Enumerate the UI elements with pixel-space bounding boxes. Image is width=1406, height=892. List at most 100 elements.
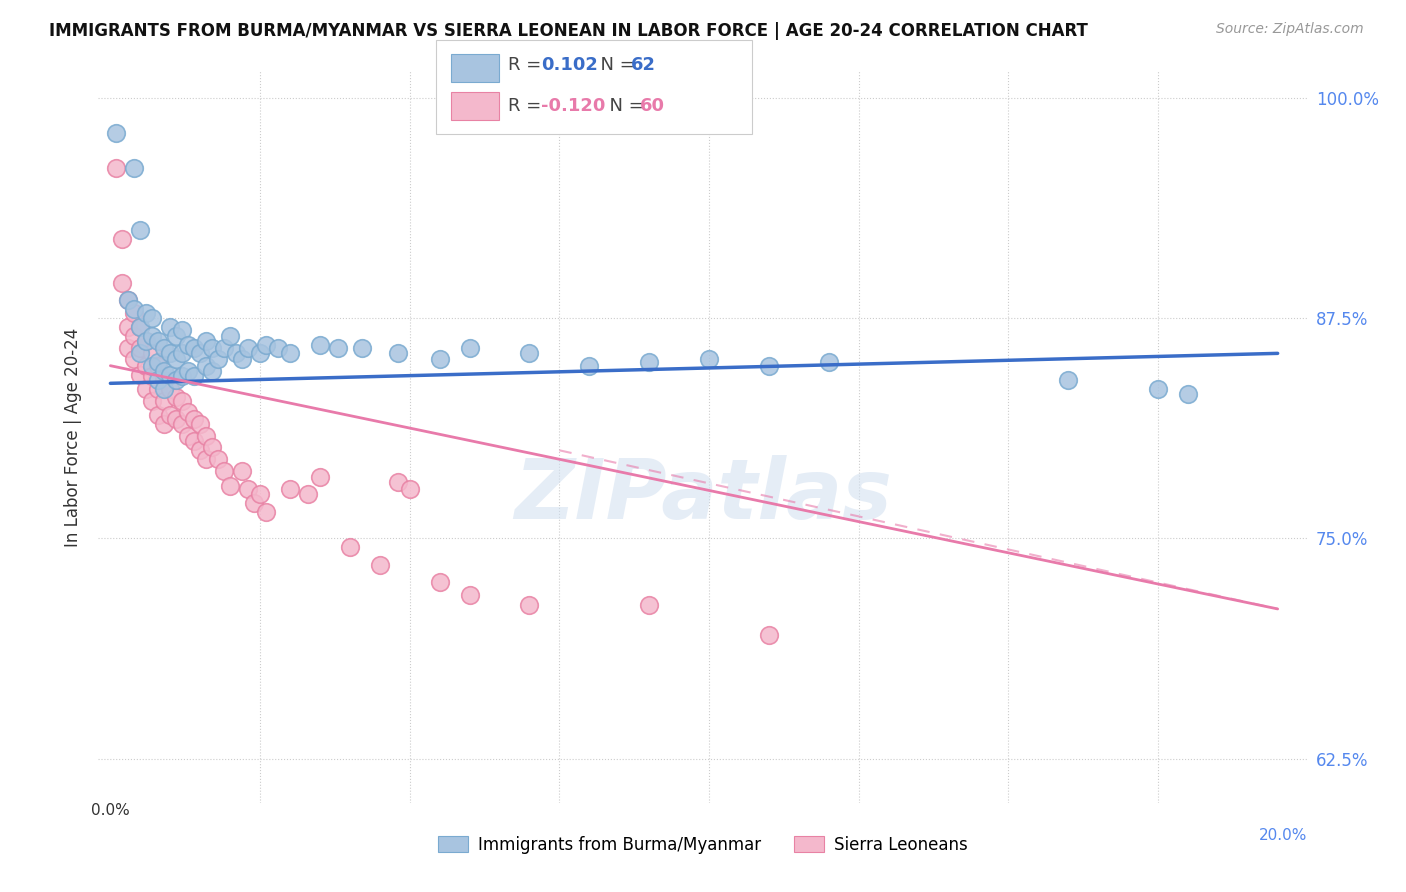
Point (350, 341, 373, 355)
Point (105, 126, 128, 140)
Point (225, 346, 247, 360)
Point (111, 276, 134, 290)
Point (254, 505, 277, 519)
Point (159, 320, 181, 334)
Point (458, 341, 481, 355)
Point (1147, 382, 1170, 396)
Point (195, 429, 218, 443)
Point (165, 328, 187, 343)
Point (135, 359, 157, 373)
Point (195, 359, 218, 373)
Point (177, 404, 200, 418)
Point (368, 558, 391, 572)
Point (165, 351, 187, 366)
Point (297, 487, 319, 501)
Point (148, 408, 170, 422)
Point (177, 337, 200, 351)
Text: IMMIGRANTS FROM BURMA/MYANMAR VS SIERRA LEONEAN IN LABOR FORCE | AGE 20-24 CORRE: IMMIGRANTS FROM BURMA/MYANMAR VS SIERRA … (49, 22, 1088, 40)
Point (153, 364, 176, 378)
Point (148, 373, 170, 387)
Point (172, 346, 194, 360)
Point (638, 355, 661, 369)
Point (124, 161, 146, 176)
Point (429, 351, 451, 366)
Text: ZIPatlas: ZIPatlas (515, 455, 891, 536)
Text: 62: 62 (631, 56, 657, 74)
Point (117, 293, 139, 308)
Point (231, 465, 253, 479)
Point (153, 382, 176, 396)
Point (165, 391, 187, 405)
Point (183, 434, 205, 449)
Point (124, 351, 146, 366)
Point (201, 364, 224, 378)
Point (758, 628, 780, 642)
Point (278, 482, 301, 496)
Point (458, 588, 481, 602)
Point (398, 482, 420, 496)
Point (236, 482, 259, 496)
Point (129, 223, 152, 237)
Point (817, 355, 839, 369)
Point (236, 341, 259, 355)
Point (278, 346, 301, 360)
Point (172, 417, 194, 431)
Point (249, 487, 271, 501)
Point (697, 351, 720, 366)
Text: N =: N = (589, 56, 641, 74)
Point (387, 346, 409, 360)
Point (212, 465, 235, 479)
Point (172, 323, 194, 337)
Point (339, 540, 361, 554)
Point (129, 368, 152, 382)
Point (219, 328, 242, 343)
Point (172, 393, 194, 408)
Point (153, 393, 176, 408)
Point (159, 368, 181, 382)
Point (129, 341, 152, 355)
Point (129, 320, 152, 334)
Point (177, 429, 200, 443)
Point (148, 355, 170, 369)
Point (135, 382, 157, 396)
Point (219, 478, 242, 492)
Point (153, 417, 176, 431)
Point (129, 346, 152, 360)
Point (117, 341, 139, 355)
Point (195, 334, 218, 348)
Point (148, 359, 170, 373)
Point (1057, 373, 1080, 387)
Point (183, 369, 205, 384)
Text: -0.120: -0.120 (541, 97, 606, 115)
Point (111, 232, 134, 246)
Point (254, 337, 277, 351)
Point (148, 382, 170, 396)
Point (105, 161, 128, 176)
Text: 60: 60 (640, 97, 665, 115)
Point (159, 346, 181, 360)
Point (212, 341, 235, 355)
Point (267, 341, 290, 355)
Point (519, 599, 541, 613)
Point (159, 382, 181, 396)
Text: Source: ZipAtlas.com: Source: ZipAtlas.com (1216, 22, 1364, 37)
Point (177, 364, 200, 378)
Text: 20.0%: 20.0% (1260, 829, 1308, 844)
Point (309, 337, 332, 351)
Text: 0.102: 0.102 (541, 56, 598, 74)
Point (387, 475, 409, 489)
Point (429, 575, 451, 590)
Point (124, 306, 146, 320)
Point (165, 411, 187, 425)
Point (165, 373, 187, 387)
Point (195, 452, 218, 467)
Point (117, 320, 139, 334)
Point (153, 373, 176, 387)
Point (201, 341, 224, 355)
Point (124, 302, 146, 317)
Point (1177, 387, 1199, 401)
Text: 0.0%: 0.0% (91, 803, 129, 818)
Point (153, 341, 176, 355)
Point (129, 320, 152, 334)
Point (141, 328, 163, 343)
